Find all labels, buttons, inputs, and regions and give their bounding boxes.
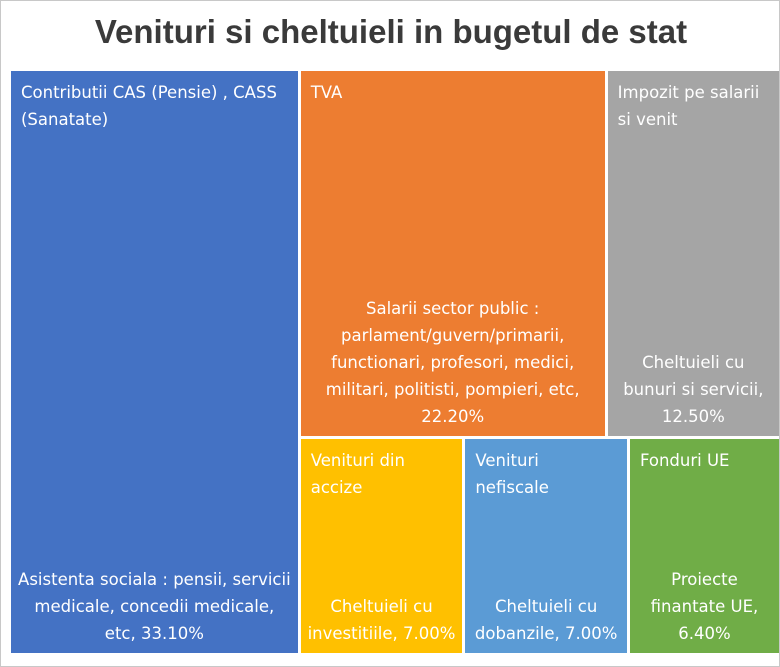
value-label: 7.00% <box>403 623 456 643</box>
value-label: 33.10% <box>140 624 204 643</box>
tile: Impozit pe salarii si venit Cheltuieli cu… <box>607 71 779 437</box>
tile-label: Impozit pe salarii si venit <box>617 83 760 129</box>
tile-footer: Cheltuieli cu investitiile, 7.00% <box>307 593 457 647</box>
value-label: 7.00% <box>564 623 618 643</box>
tile-footer: Cheltuieli cu dobanzile, 7.00% <box>471 593 621 647</box>
expense-label: Cheltuieli cu dobanzile, <box>474 596 598 643</box>
expense-label: Asistenta sociala : pensii, servicii med… <box>18 570 291 643</box>
value-label: 12.50% <box>661 407 725 427</box>
tile-footer: Asistenta sociala : pensii, servicii med… <box>17 566 292 647</box>
tile: Venituri nefiscale Cheltuieli cu dobanzil… <box>465 439 627 653</box>
value-label: 22.20% <box>421 407 485 427</box>
tile-label: Fonduri UE <box>639 451 730 471</box>
chart-title: Venituri si cheltuieli in bugetul de sta… <box>94 13 688 50</box>
tile: Contributii CAS (Pensie) , CASS (Sanatat… <box>11 71 298 653</box>
expense-label: Salarii sector public : parlament/guvern… <box>325 299 580 400</box>
tile: TVA Salarii sector public : parlament/guv… <box>300 71 605 437</box>
value-label: 6.40% <box>678 623 731 643</box>
tile-label: TVA <box>310 83 343 102</box>
expense-label: Cheltuieli cu bunuri si servicii, <box>623 353 764 400</box>
tile-footer: Cheltuieli cu bunuri si servicii, 12.50% <box>614 349 773 430</box>
expense-label: Proiecte finantate UE, <box>650 569 759 616</box>
tile-label: Contributii CAS (Pensie) , CASS (Sanatat… <box>21 83 277 129</box>
tile-label: Venituri din accize <box>310 451 405 498</box>
tile-label: Venituri nefiscale <box>475 451 549 498</box>
tile-footer: Proiecte finantate UE, 6.40% <box>636 566 773 647</box>
tile: Venituri din accize Cheltuieli cu investi… <box>300 439 463 653</box>
expense-label: Cheltuieli cu investitiile, <box>307 596 433 643</box>
tile-footer: Salarii sector public : parlament/guvern… <box>307 295 599 430</box>
tile: Fonduri UE Proiecte finantate UE, 6.40% <box>629 439 779 653</box>
